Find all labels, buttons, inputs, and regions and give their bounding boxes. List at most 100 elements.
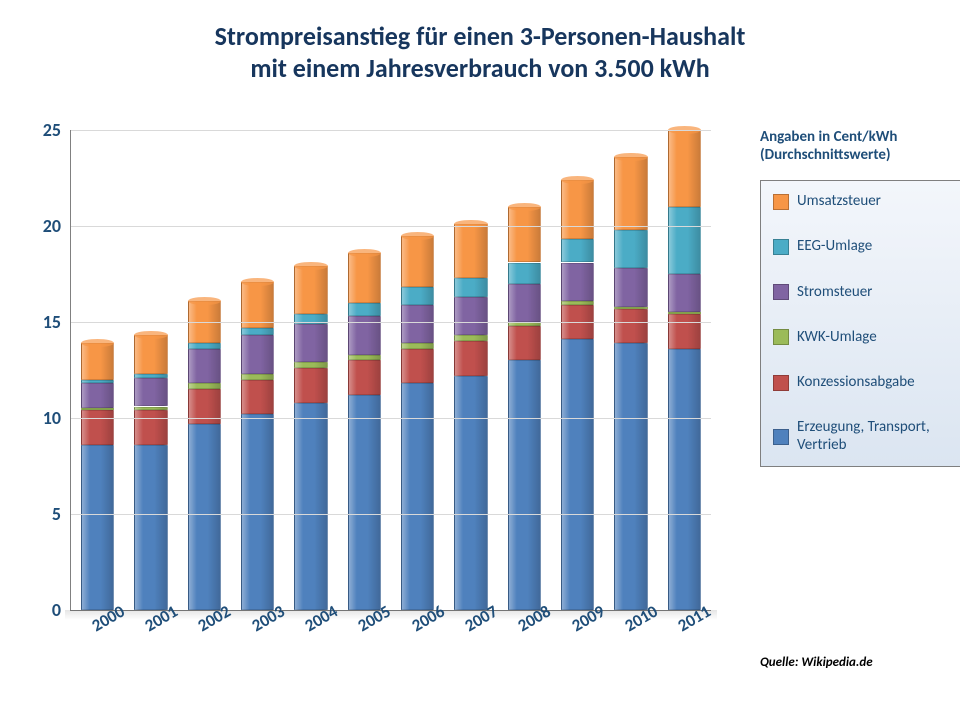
bar-segment-eeg bbox=[668, 207, 701, 274]
bars-layer bbox=[71, 130, 711, 610]
legend-header-line1: Angaben in Cent/kWh bbox=[760, 128, 897, 146]
bar-segment-konzession bbox=[294, 368, 327, 403]
bar-segment-eeg bbox=[561, 239, 594, 262]
legend-box: Umsatzsteuer EEG-Umlage Stromsteuer KWK-Uml… bbox=[760, 180, 960, 467]
bar-segment-stromsteuer bbox=[241, 335, 274, 373]
bar-segment-stromsteuer bbox=[454, 297, 487, 335]
chart-title-line1: Strompreisanstieg für einen 3-Personen-H… bbox=[0, 20, 960, 52]
bar-segment-konzession bbox=[508, 326, 541, 361]
legend-item-kwk: KWK-Umlage bbox=[773, 329, 953, 346]
gridline bbox=[71, 322, 711, 323]
bar-2003 bbox=[241, 282, 274, 610]
bar-segment-umsatz bbox=[294, 266, 327, 314]
bar-2008 bbox=[508, 207, 541, 610]
bar-segment-erzeugung bbox=[668, 349, 701, 610]
bar-segment-konzession bbox=[614, 309, 647, 344]
bar-segment-konzession bbox=[348, 360, 381, 395]
legend-swatch bbox=[773, 429, 789, 445]
bar-segment-kwk bbox=[401, 343, 434, 349]
bar-2009 bbox=[561, 180, 594, 610]
bar-segment-erzeugung bbox=[508, 360, 541, 610]
gridline bbox=[71, 418, 711, 419]
bar-segment-umsatz bbox=[614, 157, 647, 230]
legend-item-umsatz: Umsatzsteuer bbox=[773, 193, 953, 210]
chart-title-line2: mit einem Jahresverbrauch von 3.500 kWh bbox=[0, 52, 960, 84]
bar-segment-erzeugung bbox=[294, 403, 327, 610]
bar-segment-umsatz bbox=[401, 236, 434, 288]
gridline bbox=[71, 514, 711, 515]
legend-label: EEG-Umlage bbox=[797, 238, 872, 255]
bar-top-cap bbox=[561, 176, 594, 184]
bar-2000 bbox=[81, 343, 114, 610]
legend-label: Umsatzsteuer bbox=[797, 193, 881, 210]
bar-2002 bbox=[188, 301, 221, 610]
legend-item-stromsteuer: Stromsteuer bbox=[773, 284, 953, 301]
legend-label: KWK-Umlage bbox=[797, 329, 877, 346]
bar-segment-stromsteuer bbox=[614, 268, 647, 306]
y-tick-label: 0 bbox=[52, 599, 71, 621]
bar-segment-eeg bbox=[454, 278, 487, 297]
legend-swatch bbox=[773, 375, 789, 391]
bar-segment-stromsteuer bbox=[81, 383, 114, 408]
bar-segment-kwk bbox=[454, 335, 487, 341]
bar-2004 bbox=[294, 266, 327, 610]
bar-segment-kwk bbox=[614, 307, 647, 309]
bar-segment-eeg bbox=[188, 343, 221, 349]
bar-segment-eeg bbox=[81, 380, 114, 384]
bar-segment-stromsteuer bbox=[508, 284, 541, 322]
bar-2005 bbox=[348, 253, 381, 610]
bar-segment-eeg bbox=[241, 328, 274, 336]
bar-segment-stromsteuer bbox=[188, 349, 221, 384]
y-tick-label: 10 bbox=[43, 407, 71, 429]
bar-segment-erzeugung bbox=[348, 395, 381, 610]
bar-segment-stromsteuer bbox=[134, 378, 167, 407]
gridline bbox=[71, 130, 711, 131]
bar-segment-erzeugung bbox=[81, 445, 114, 610]
legend-item-erzeugung: Erzeugung, Transport, Vertrieb bbox=[773, 419, 953, 454]
legend-header-line2: (Durchschnittswerte) bbox=[760, 146, 897, 164]
bar-segment-stromsteuer bbox=[668, 274, 701, 312]
legend-item-konzession: Konzessionsabgabe bbox=[773, 374, 953, 391]
bar-segment-umsatz bbox=[508, 207, 541, 263]
bar-top-cap bbox=[614, 153, 647, 161]
legend-swatch bbox=[773, 284, 789, 300]
legend-label: Konzessionsabgabe bbox=[797, 374, 915, 391]
bar-segment-umsatz bbox=[561, 180, 594, 240]
bar-segment-stromsteuer bbox=[401, 305, 434, 343]
y-tick-label: 20 bbox=[43, 215, 71, 237]
bar-segment-erzeugung bbox=[614, 343, 647, 610]
y-tick-label: 5 bbox=[52, 503, 71, 525]
bar-segment-kwk bbox=[561, 301, 594, 305]
bar-segment-kwk bbox=[188, 383, 221, 389]
bar-segment-erzeugung bbox=[241, 414, 274, 610]
bar-segment-eeg bbox=[614, 230, 647, 268]
legend-swatch bbox=[773, 239, 789, 255]
legend-swatch bbox=[773, 329, 789, 345]
bar-segment-eeg bbox=[508, 263, 541, 284]
bar-segment-konzession bbox=[454, 341, 487, 376]
bar-2011 bbox=[668, 130, 701, 610]
bar-top-cap bbox=[188, 297, 221, 305]
bar-segment-umsatz bbox=[134, 335, 167, 373]
bar-segment-stromsteuer bbox=[561, 263, 594, 301]
legend-swatch bbox=[773, 194, 789, 210]
bar-segment-eeg bbox=[401, 287, 434, 304]
bar-segment-eeg bbox=[134, 374, 167, 378]
bar-segment-konzession bbox=[241, 380, 274, 415]
bar-segment-konzession bbox=[668, 314, 701, 349]
bar-segment-umsatz bbox=[454, 224, 487, 278]
bar-segment-erzeugung bbox=[134, 445, 167, 610]
bar-segment-stromsteuer bbox=[294, 324, 327, 362]
legend-item-eeg: EEG-Umlage bbox=[773, 238, 953, 255]
y-tick-label: 15 bbox=[43, 311, 71, 333]
bar-2001 bbox=[134, 335, 167, 610]
bar-segment-umsatz bbox=[81, 343, 114, 379]
chart-area: 0510152025200020012002200320042005200620… bbox=[70, 130, 711, 611]
bar-top-cap bbox=[401, 232, 434, 240]
bar-segment-umsatz bbox=[241, 282, 274, 328]
bar-segment-kwk bbox=[294, 362, 327, 368]
bar-top-cap bbox=[241, 278, 274, 286]
bar-segment-erzeugung bbox=[188, 424, 221, 610]
legend-label: Erzeugung, Transport, Vertrieb bbox=[797, 419, 953, 454]
page: Strompreisanstieg für einen 3-Personen-H… bbox=[0, 0, 960, 720]
